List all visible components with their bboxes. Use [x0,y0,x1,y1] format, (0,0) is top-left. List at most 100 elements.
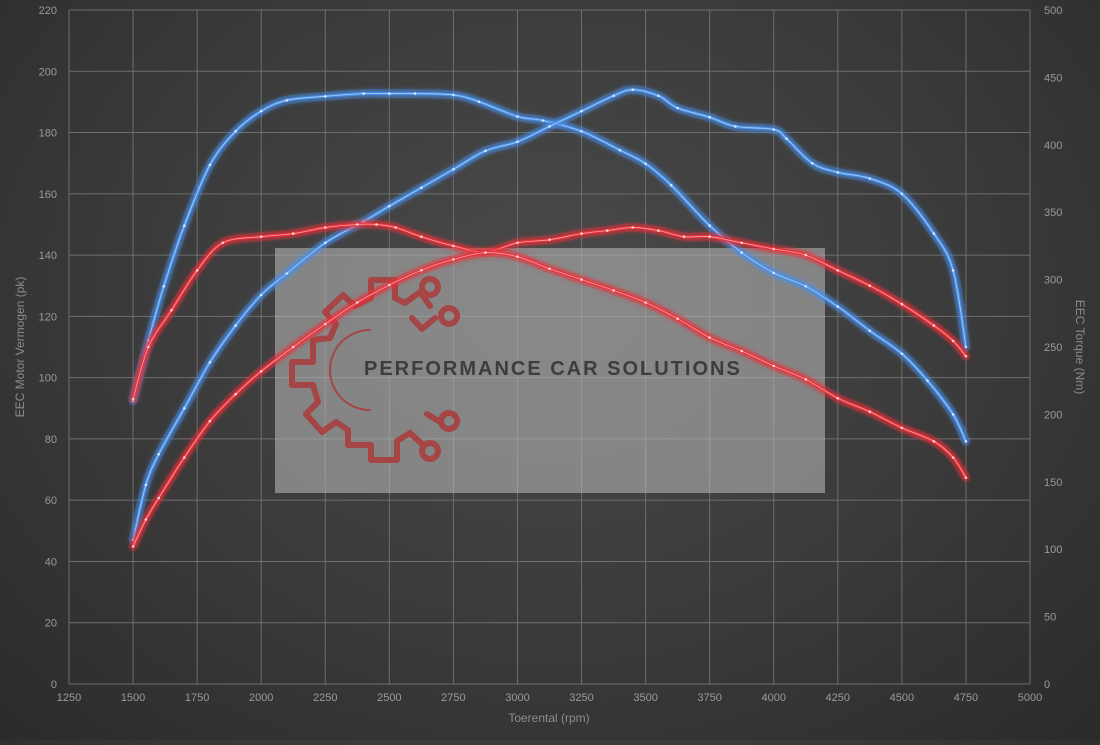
data-point [375,223,378,226]
data-point [147,339,150,342]
data-point [964,354,968,358]
data-point [195,269,199,272]
y-left-tick-label: 180 [39,128,57,140]
watermark: PERFORMANCE CAR SOLUTIONS [275,248,825,493]
y-right-tick-label: 500 [1044,5,1062,17]
data-point [516,115,519,118]
data-point [580,109,583,113]
data-point [420,268,423,272]
data-point [740,349,743,353]
data-point [285,272,289,275]
data-point [183,224,186,227]
data-point [420,235,423,238]
data-point [618,148,622,152]
data-point [548,125,551,128]
data-point [740,251,743,254]
data-point [157,452,160,456]
data-point [708,235,711,238]
data-point [147,345,150,349]
data-point [157,496,160,500]
data-point [951,456,955,459]
data-point [183,456,186,459]
data-point [868,284,872,288]
x-tick-label: 2250 [313,692,337,704]
data-point [836,269,840,272]
y-left-tick-label: 100 [39,373,57,385]
data-point [580,232,583,235]
data-point [964,440,968,443]
data-point [868,329,872,333]
data-point [964,345,968,349]
data-point [612,94,615,98]
y-right-tick-label: 100 [1044,544,1062,556]
data-point [131,545,135,548]
data-point [580,278,583,281]
y-axis-right-title: EEC Torque (Nm) [1073,300,1087,394]
data-point [388,204,391,208]
data-point [356,223,359,226]
data-point [516,255,519,258]
data-point [836,396,840,400]
y-left-tick-label: 80 [45,434,57,446]
data-point [208,361,212,364]
data-point [926,379,929,383]
data-point [951,339,955,343]
data-point [932,232,936,235]
data-point [484,251,487,254]
data-point [291,232,295,235]
grid [68,9,1031,685]
y-right-tick-label: 400 [1044,140,1062,152]
data-point [580,130,583,133]
data-point [234,324,237,327]
y-left-tick-label: 220 [39,5,57,17]
gear-circuit-logo [289,276,460,463]
y-right-tick-label: 50 [1044,612,1056,624]
data-point [516,241,519,245]
data-point [324,226,327,229]
data-point [631,88,635,91]
data-point [548,238,551,242]
x-tick-label: 4750 [954,692,978,704]
data-point [144,483,148,487]
data-point [208,163,212,167]
data-point [900,302,904,306]
y-left-tick-label: 60 [45,495,57,507]
y-right-tick-label: 300 [1044,275,1062,287]
data-point [221,241,225,245]
y-right-tick-label: 0 [1044,679,1050,691]
x-tick-label: 2750 [441,692,465,704]
data-point [810,161,814,165]
series-line-highlight [132,252,967,547]
data-point [356,301,359,304]
y-right-tick-label: 200 [1044,409,1062,421]
y-right-tick-label: 150 [1044,477,1062,489]
y-right-tick-label: 450 [1044,72,1062,84]
data-point [362,220,366,223]
data-point [682,235,686,238]
y-left-tick-label: 200 [39,66,57,78]
data-point [836,171,840,174]
data-point [612,289,615,292]
data-point [452,258,455,261]
data-point [708,336,711,339]
data-point [708,224,711,227]
data-point [836,305,840,308]
data-point [388,283,391,287]
data-point [259,293,263,297]
x-tick-label: 3500 [633,692,657,704]
y-left-tick-label: 160 [39,189,57,201]
x-tick-label: 3750 [697,692,721,704]
data-point [259,109,263,113]
data-point [932,440,936,443]
x-tick-label: 1250 [57,692,81,704]
data-point [259,370,263,373]
x-tick-label: 3250 [569,692,593,704]
x-tick-label: 4500 [890,692,914,704]
data-point [234,392,237,396]
y-left-tick-label: 140 [39,250,57,262]
data-point [452,244,455,248]
data-point [772,271,775,275]
data-point [644,301,647,304]
data-point [734,125,737,128]
